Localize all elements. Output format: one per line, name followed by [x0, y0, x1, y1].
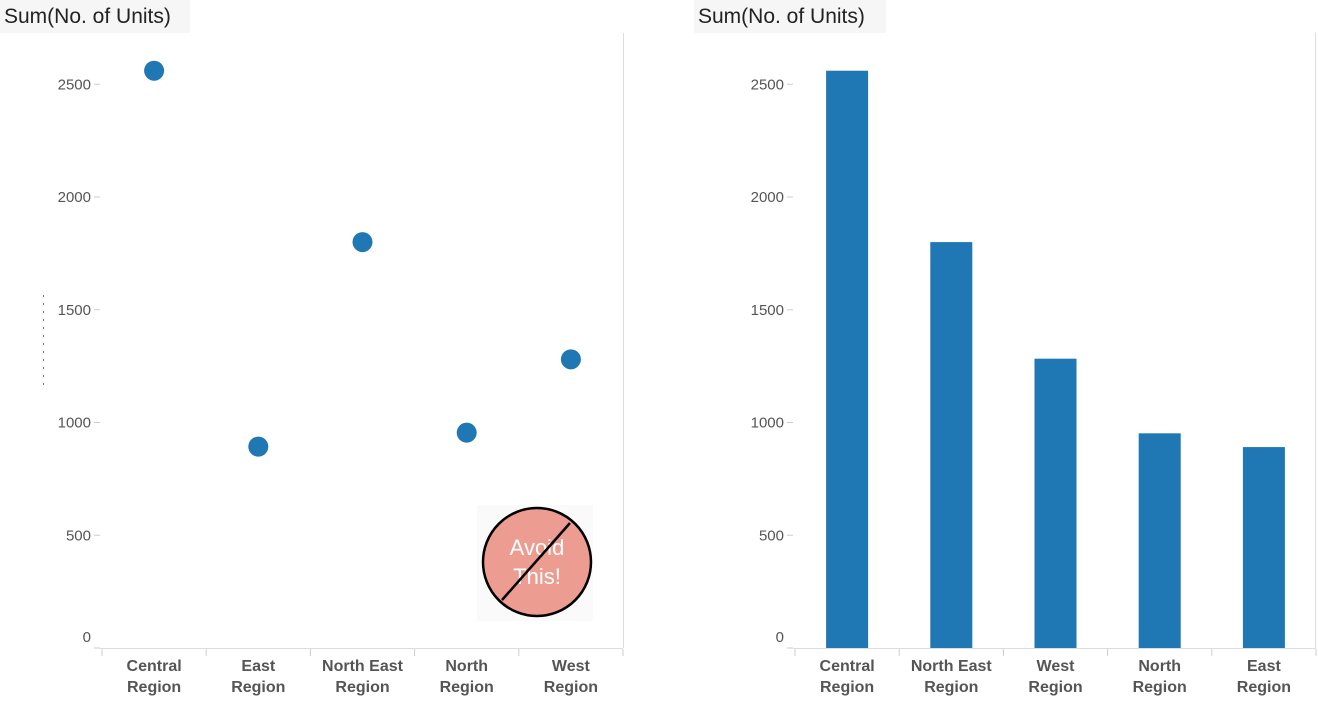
right-chart-title: Sum(No. of Units) — [698, 5, 865, 28]
left-scatter-chart: 0 500 1000 1500 2000 2500 Central Region East Reg… — [58, 60, 624, 696]
x-category-label: Central Region — [820, 658, 875, 696]
bar — [1034, 358, 1077, 648]
y-tick-label: 2000 — [751, 189, 784, 206]
avoid-this-badge: Avoid This! — [477, 505, 593, 621]
data-point — [144, 60, 165, 81]
x-category-label: North Region — [440, 658, 494, 696]
y-tick-label: 500 — [759, 527, 784, 544]
x-category-label: West Region — [1028, 658, 1082, 696]
bar — [930, 242, 973, 648]
bar — [826, 70, 869, 649]
x-category-label: North East Region — [911, 658, 993, 696]
bar — [1138, 433, 1181, 648]
data-point — [352, 232, 373, 253]
left-title-bg — [0, 0, 190, 33]
y-tick-label: 0 — [776, 629, 784, 646]
x-category-label: East Region — [1237, 658, 1291, 696]
bar — [1242, 447, 1285, 648]
y-tick-label: 2500 — [58, 76, 91, 93]
y-tick-label: 1500 — [58, 302, 91, 319]
data-point — [560, 349, 581, 370]
left-chart-title: Sum(No. of Units) — [4, 5, 171, 28]
right-title-bg — [694, 0, 886, 33]
y-tick-label: 0 — [83, 629, 91, 646]
x-category-label: East Region — [231, 658, 285, 696]
right-bar-chart: 0 500 1000 1500 2000 2500 Central Region North E… — [751, 70, 1317, 696]
x-category-label: North Region — [1133, 658, 1187, 696]
x-category-label: Central Region — [127, 658, 182, 696]
y-tick-label: 2000 — [58, 189, 91, 206]
data-point — [248, 436, 269, 457]
x-category-label: North East Region — [322, 658, 404, 696]
y-tick-label: 1000 — [751, 415, 784, 432]
y-tick-label: 2500 — [751, 76, 784, 93]
avoid-text-line2: This! — [513, 564, 561, 589]
x-category-label: West Region — [544, 658, 598, 696]
strike-line — [501, 522, 571, 601]
data-point — [456, 422, 477, 443]
y-tick-label: 500 — [66, 527, 91, 544]
y-tick-label: 1500 — [751, 302, 784, 319]
y-tick-label: 1000 — [58, 415, 91, 432]
